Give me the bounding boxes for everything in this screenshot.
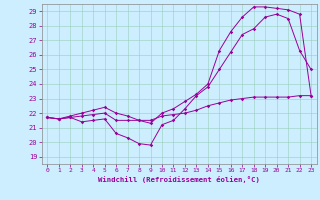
X-axis label: Windchill (Refroidissement éolien,°C): Windchill (Refroidissement éolien,°C) [98,176,260,183]
